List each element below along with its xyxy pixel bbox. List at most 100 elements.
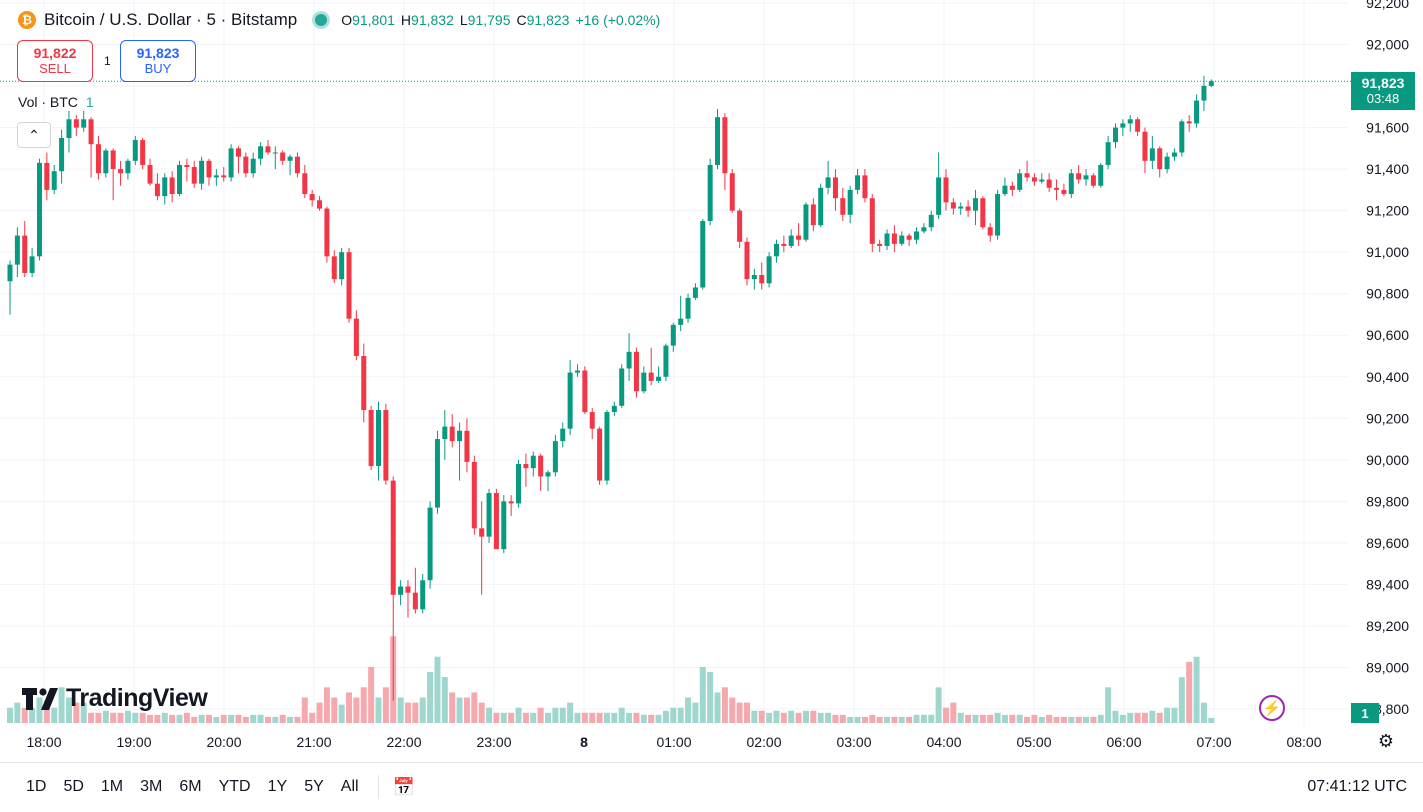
time-axis[interactable]: 18:00 19:00 20:00 21:00 22:00 23:00 8 01:00 02:0… [26, 734, 1321, 750]
symbol-title[interactable]: Bitcoin / U.S. Dollar · 5 · Bitstamp [44, 10, 298, 29]
open-value: 91,801 [352, 12, 395, 28]
candle-body [228, 148, 234, 178]
candle-body [309, 194, 315, 201]
collapse-legend-button[interactable]: ⌃ [17, 122, 51, 148]
candle-body [656, 376, 662, 381]
candle-body [604, 412, 610, 481]
range-ytd[interactable]: YTD [218, 778, 251, 795]
go-to-date-icon[interactable]: 📅 [392, 777, 415, 797]
candle-body [95, 144, 101, 174]
volume-bar [1127, 712, 1134, 723]
candle-body [272, 152, 278, 154]
candle-body [81, 119, 87, 128]
order-quantity[interactable]: 1 [104, 54, 111, 68]
volume-bar [220, 714, 227, 723]
candle-body [700, 221, 706, 288]
bitcoin-icon: ₿ [18, 11, 36, 29]
candle-body [36, 162, 42, 257]
tradingview-logo[interactable]: TradingView [22, 684, 208, 713]
chart-area[interactable]: 88,80089,00089,20089,40089,60089,80090,0… [0, 0, 1423, 762]
range-3m[interactable]: 3M [140, 778, 163, 795]
price-tick-label: 90,800 [1366, 286, 1409, 302]
volume-bar [913, 714, 920, 723]
volume-label: Vol · BTC [18, 94, 78, 110]
volume-bar [316, 702, 323, 723]
candle-body [434, 439, 440, 508]
volume-bar [346, 692, 353, 723]
candle-body [943, 177, 949, 203]
candle-body [1054, 187, 1060, 190]
volume-bar [972, 714, 979, 723]
volume-bar [817, 712, 824, 723]
range-5d[interactable]: 5D [63, 778, 84, 795]
utc-clock[interactable]: 07:41:12 UTC [1307, 778, 1407, 795]
candle-body [766, 256, 772, 284]
candle-body [995, 194, 1001, 236]
lightning-icon[interactable]: ⚡ [1259, 695, 1285, 721]
volume-bar [250, 714, 257, 723]
candle-body [877, 243, 883, 246]
volume-bar [235, 714, 242, 723]
volume-bar [648, 714, 655, 723]
time-tick-label: 23:00 [476, 734, 511, 750]
volume-bar [515, 707, 522, 723]
volume-bar [508, 712, 515, 723]
sell-button[interactable]: 91,822 SELL [17, 40, 93, 82]
candle-body [781, 243, 787, 246]
candle-body [1098, 164, 1104, 186]
volume-bar [228, 714, 235, 723]
range-all[interactable]: All [340, 778, 359, 795]
price-tick-label: 90,200 [1366, 410, 1409, 426]
volume-bar [1031, 714, 1038, 723]
candle-body [280, 152, 286, 161]
buy-button[interactable]: 91,823 BUY [120, 40, 196, 82]
volume-bar [419, 697, 426, 723]
range-1y[interactable]: 1Y [267, 778, 288, 795]
candle-body [29, 256, 35, 273]
range-5y[interactable]: 5Y [304, 778, 324, 795]
open-label: O [341, 12, 353, 28]
candle-body [51, 171, 57, 190]
volume-bar [1171, 707, 1178, 723]
volume-bar [65, 697, 72, 723]
candle-body [140, 140, 146, 165]
volume-bar [161, 712, 168, 723]
settings-icon[interactable]: ⚙ [1377, 730, 1395, 751]
candle-body [405, 586, 411, 593]
bar-countdown: 03:48 [1366, 91, 1400, 106]
volume-bar [338, 704, 345, 723]
candle-body [302, 173, 308, 195]
volume-bar [139, 712, 146, 723]
volume-bar [493, 712, 500, 723]
candle-body [147, 164, 153, 184]
candle-body [678, 318, 684, 325]
candle-body [1046, 179, 1052, 188]
candle-body [368, 409, 374, 467]
volume-bar [825, 712, 832, 723]
volume-bar [1105, 687, 1112, 723]
volume-bar [353, 697, 360, 723]
candle-body [1113, 127, 1118, 143]
range-1d[interactable]: 1D [26, 778, 47, 795]
volume-bar [412, 702, 419, 723]
range-6m[interactable]: 6M [179, 778, 202, 795]
date-range-selector: 1D 5D 1M 3M 6M YTD 1Y 5Y All 📅 [18, 775, 419, 799]
price-tick-label: 92,000 [1366, 37, 1409, 53]
candle-body [884, 233, 890, 246]
range-1m[interactable]: 1M [100, 778, 124, 795]
volume-bar [854, 716, 861, 723]
volume-bar [331, 697, 338, 723]
candle-body [648, 372, 654, 381]
candle-body [685, 297, 691, 319]
volume-bar [29, 707, 36, 723]
volume-bar [891, 716, 898, 723]
candle-body [1127, 119, 1133, 124]
volume-legend[interactable]: Vol · BTC 1 [18, 94, 94, 110]
candle-body [508, 501, 514, 504]
price-axis[interactable]: 88,80089,00089,20089,40089,60089,80090,0… [1366, 0, 1409, 717]
candle-body [818, 187, 824, 226]
candle-body [862, 175, 868, 199]
logo-text: TradingView [66, 684, 208, 712]
candle-body [169, 177, 175, 195]
volume-bar [1164, 707, 1171, 723]
